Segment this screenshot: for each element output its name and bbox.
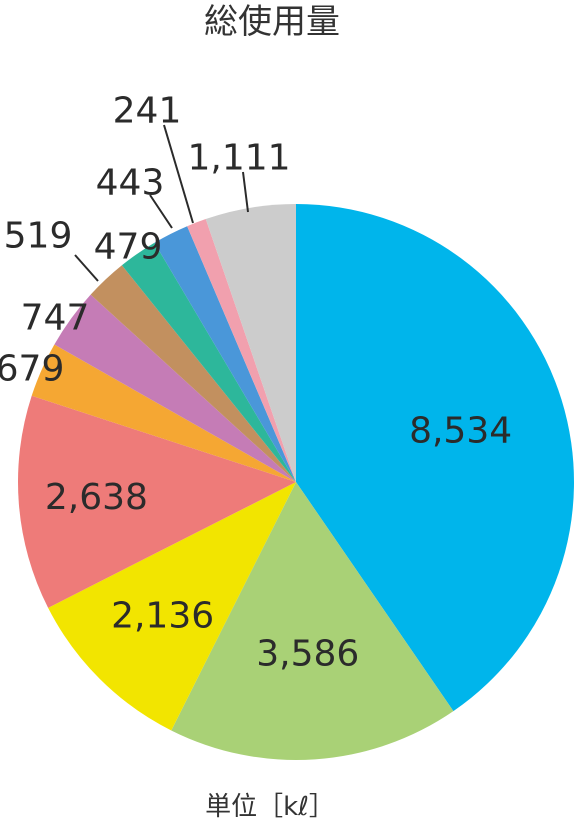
leader-line-10 (163, 124, 194, 224)
slice-label-8: 479 (94, 227, 163, 268)
slice-label-6: 747 (21, 298, 90, 339)
pie-slice-2 (171, 482, 454, 761)
pie-slice-7 (90, 265, 296, 482)
slice-label-1: 8,534 (409, 410, 512, 451)
unit-label: 単位［kℓ］ (205, 792, 335, 822)
slice-label-10: 241 (113, 91, 182, 132)
slice-label-11: 1,111 (187, 138, 290, 179)
slice-label-5: 679 (0, 349, 64, 390)
chart-title: 総使用量 (204, 2, 340, 42)
slice-label-3: 2,136 (111, 596, 214, 637)
slice-label-2: 3,586 (256, 634, 359, 675)
pie-slice-4 (17, 395, 297, 608)
pie-slice-1 (296, 204, 575, 712)
leader-lines (74, 124, 249, 282)
pie-slice-3 (48, 482, 297, 731)
slice-label-7: 519 (4, 216, 73, 257)
slice-labels: 8,534 3,586 2,136 2,638 679 747 519 479 443 2411,… (0, 91, 512, 675)
pie-slice-10 (187, 219, 296, 482)
pie-slice-11 (205, 204, 296, 482)
slice-label-9: 443 (96, 163, 165, 204)
slice-label-4: 2,638 (45, 477, 148, 518)
leader-line-7 (74, 254, 99, 282)
pie-slice-5 (31, 344, 296, 482)
leader-line-9 (149, 194, 173, 229)
pie-slice-8 (121, 242, 297, 482)
pie-slices (17, 204, 575, 761)
pie-slice-9 (154, 226, 296, 482)
leader-line-11 (242, 171, 249, 213)
pie-slice-6 (54, 294, 297, 482)
